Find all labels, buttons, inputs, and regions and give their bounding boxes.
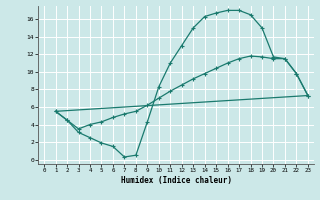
X-axis label: Humidex (Indice chaleur): Humidex (Indice chaleur)	[121, 176, 231, 185]
